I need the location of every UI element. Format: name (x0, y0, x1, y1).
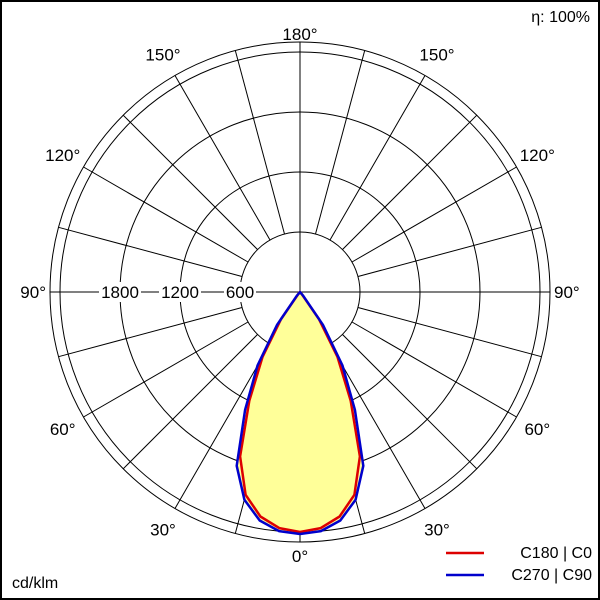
grid-spoke (329, 75, 426, 241)
series-line (235, 290, 365, 536)
angle-tick-label: 150° (419, 46, 454, 65)
grid-spoke (234, 50, 285, 235)
angle-tick-label: 150° (145, 46, 180, 65)
grid-spoke (351, 166, 517, 263)
grid-spoke (357, 307, 542, 358)
angle-tick-label: 60° (524, 420, 550, 439)
radial-label-bg (99, 282, 141, 302)
grid-spoke (83, 321, 249, 418)
intensity-curves (235, 290, 365, 536)
radial-tick-label: 600 (226, 283, 254, 302)
axis-labels: 0° 30° 30° 60° 60° 90° 90° 120° 120° 150° 150° 180°… (20, 25, 579, 566)
grid-spoke (174, 75, 271, 241)
grid-spoke (58, 226, 243, 277)
legend-label: C180 | C0 (520, 545, 592, 562)
legend-label: C270 | C90 (511, 567, 592, 584)
angle-tick-label: 30° (424, 520, 450, 539)
grid-spoke (351, 321, 517, 418)
radial-label-bg (224, 282, 256, 302)
legend: C180 | C0 C270 | C90 (446, 545, 592, 584)
efficiency-label: η: 100% (531, 9, 590, 26)
grid-spoke (342, 114, 478, 250)
light-fill-area (236, 292, 364, 534)
angle-tick-label: 180° (282, 25, 317, 44)
grid-spoke (122, 114, 258, 250)
grid-spoke (174, 343, 271, 509)
grid-spoke (342, 334, 478, 470)
grid-spoke (357, 226, 542, 277)
angle-tick-label: 90° (20, 283, 46, 302)
radial-tick-label: 1200 (161, 283, 199, 302)
angle-tick-label: 0° (292, 547, 308, 566)
angle-tick-label: 30° (150, 520, 176, 539)
angle-tick-label: 120° (45, 146, 80, 165)
grid-spoke (329, 343, 426, 509)
grid-spoke (58, 307, 243, 358)
grid-spoke (122, 334, 258, 470)
grid-spoke (315, 50, 366, 235)
angle-tick-label: 90° (554, 283, 580, 302)
radial-tick-label: 1800 (101, 283, 139, 302)
radial-label-bg (159, 282, 201, 302)
angle-tick-label: 60° (50, 420, 76, 439)
unit-label: cd/klm (12, 575, 58, 592)
grid-spoke (83, 166, 249, 263)
angle-tick-label: 120° (520, 146, 555, 165)
